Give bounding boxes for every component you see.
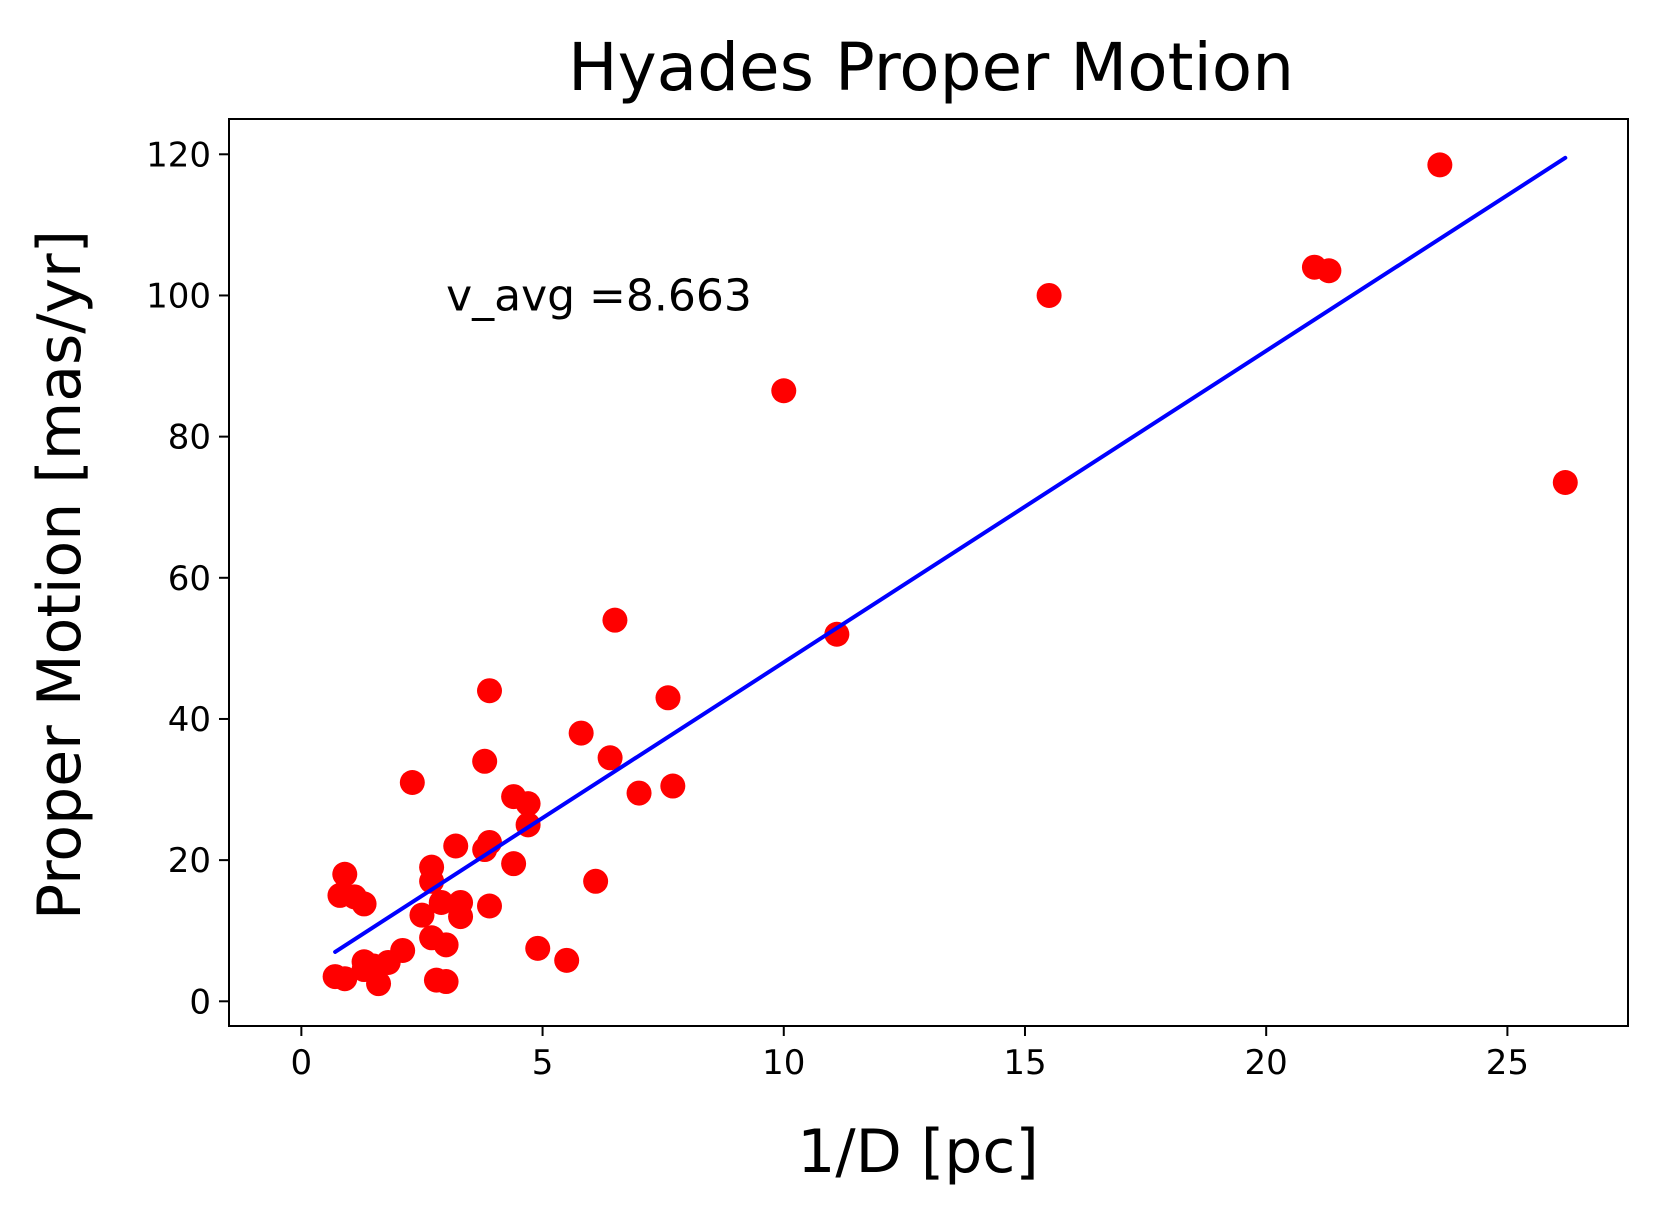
plot-frame xyxy=(228,118,1629,1027)
data-point xyxy=(472,748,498,774)
data-point xyxy=(1427,152,1453,178)
data-point xyxy=(409,902,435,928)
data-point xyxy=(568,720,594,746)
chart-title: Hyades Proper Motion xyxy=(568,29,1294,106)
y-tick-label: 60 xyxy=(168,559,211,599)
data-point xyxy=(366,971,392,997)
data-point xyxy=(515,791,541,817)
data-point xyxy=(433,932,459,958)
data-point xyxy=(554,947,580,973)
data-point xyxy=(501,851,527,877)
data-point xyxy=(477,893,503,919)
fit-line xyxy=(333,155,1568,954)
data-point xyxy=(824,621,850,647)
x-tick-label: 15 xyxy=(1003,1043,1046,1083)
data-point xyxy=(583,868,609,894)
data-point xyxy=(351,891,377,917)
data-point xyxy=(660,773,686,799)
data-point xyxy=(597,745,623,771)
data-point xyxy=(399,769,425,795)
x-tick-label: 10 xyxy=(762,1043,805,1083)
data-point xyxy=(428,889,454,915)
y-tick-label: 20 xyxy=(168,841,211,881)
data-point xyxy=(433,969,459,995)
x-axis-ticks: 0 5 10 15 20 25 xyxy=(291,1026,1529,1083)
y-tick-label: 40 xyxy=(168,700,211,740)
x-tick-label: 5 xyxy=(532,1043,554,1083)
data-point xyxy=(332,861,358,887)
y-tick-label: 80 xyxy=(168,418,211,458)
data-point xyxy=(602,607,628,633)
data-point xyxy=(655,685,681,711)
data-point xyxy=(1552,470,1578,496)
y-axis-ticks: 0 20 40 60 80 100 120 xyxy=(146,135,229,1022)
x-tick-label: 20 xyxy=(1245,1043,1288,1083)
data-point xyxy=(525,935,551,961)
y-tick-label: 100 xyxy=(146,276,211,316)
v-avg-annotation: v_avg =8.663 xyxy=(446,270,752,321)
x-axis-label: 1/D [pc] xyxy=(797,1117,1039,1187)
data-point xyxy=(443,833,469,859)
data-point xyxy=(1316,258,1342,284)
data-point xyxy=(626,780,652,806)
plot-area xyxy=(322,152,1578,997)
x-tick-label: 25 xyxy=(1486,1043,1529,1083)
data-point xyxy=(332,966,358,992)
y-tick-label: 0 xyxy=(189,982,211,1022)
data-point xyxy=(448,904,474,930)
data-point xyxy=(477,678,503,704)
data-point xyxy=(1036,282,1062,308)
y-axis-label: Proper Motion [mas/yr] xyxy=(25,230,95,920)
y-tick-label: 120 xyxy=(146,135,211,175)
x-tick-label: 0 xyxy=(291,1043,313,1083)
data-point xyxy=(771,378,797,404)
data-point xyxy=(390,937,416,963)
